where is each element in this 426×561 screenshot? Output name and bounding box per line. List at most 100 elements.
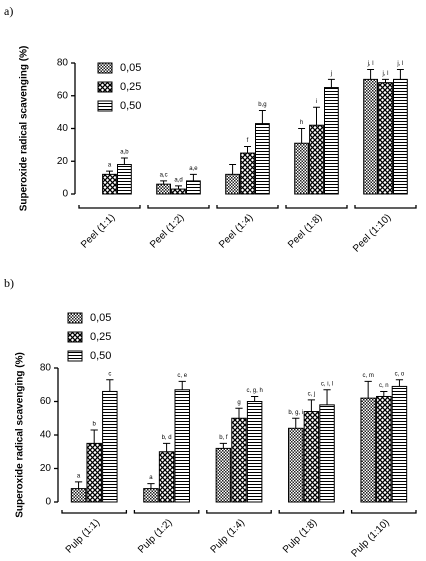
bar	[174, 389, 190, 503]
x-tick-label: Pulp (1:2)	[136, 517, 174, 555]
category-bracket	[216, 205, 279, 209]
bar	[303, 411, 320, 503]
error-bar	[147, 483, 155, 489]
bar	[143, 488, 159, 503]
legend-label: 0,25	[90, 331, 111, 343]
legend-swatch	[97, 62, 113, 74]
significance-letter: j	[330, 71, 332, 77]
error-bar	[298, 128, 306, 144]
significance-letter: h	[300, 120, 303, 126]
y-tick-label: 40	[57, 123, 69, 134]
panel-label: a)	[4, 4, 13, 18]
x-tick-label: Pulp (1:1)	[64, 517, 102, 555]
significance-letter: a,c	[160, 172, 168, 178]
y-tick-label: 60	[40, 396, 52, 407]
legend-label: 0,25	[120, 81, 141, 93]
significance-letter: c, g, h	[246, 388, 262, 394]
legend-swatch	[67, 312, 83, 324]
bar	[376, 395, 392, 503]
bar	[246, 401, 263, 503]
category-bracket	[350, 510, 417, 514]
bar	[231, 417, 247, 503]
error-bar	[367, 69, 375, 80]
bar	[360, 397, 376, 503]
bar	[378, 82, 393, 195]
y-tick-label: 20	[57, 156, 69, 167]
bar	[319, 404, 335, 503]
legend-label: 0,05	[120, 62, 141, 74]
error-bar	[189, 173, 197, 181]
error-bar	[90, 429, 98, 444]
significance-letter: a	[149, 475, 153, 481]
significance-letter: j, l	[382, 71, 389, 77]
category-bracket	[78, 205, 141, 209]
error-bar	[307, 399, 316, 412]
error-bar	[396, 69, 404, 80]
error-bar	[229, 164, 237, 175]
significance-letter: c	[108, 371, 111, 377]
bar	[70, 488, 87, 503]
error-bar	[74, 481, 83, 489]
category-bracket	[133, 510, 200, 514]
error-bar	[106, 170, 113, 175]
legend-label: 0,50	[90, 350, 111, 362]
error-bar	[382, 78, 389, 83]
error-bar	[292, 417, 300, 429]
significance-letter: b, f	[219, 435, 228, 441]
y-axis-title: Superoxide radical scavenging (%)	[15, 352, 26, 518]
significance-letter: f	[247, 138, 249, 144]
significance-letter: g	[237, 400, 240, 406]
y-tick-label: 80	[57, 58, 69, 69]
bar	[225, 173, 240, 195]
significance-letter: c, n	[379, 383, 389, 389]
error-bar	[162, 442, 171, 452]
error-bar	[178, 380, 186, 390]
error-bar	[364, 380, 372, 399]
y-tick-label: 60	[57, 90, 69, 101]
x-tick-label: Pulp (1:10)	[349, 517, 391, 559]
y-tick-label: 80	[40, 363, 52, 374]
significance-letter: c, m	[362, 373, 373, 379]
error-bar	[323, 389, 331, 405]
significance-letter: b	[93, 422, 97, 428]
bar	[215, 447, 232, 503]
bar	[391, 385, 408, 503]
significance-letter: a,b	[120, 150, 129, 156]
error-bar	[313, 106, 320, 126]
category-bracket	[285, 205, 348, 209]
error-bar	[395, 379, 404, 387]
category-bracket	[206, 510, 272, 514]
category-bracket	[278, 510, 345, 514]
bar	[186, 180, 201, 195]
bar	[324, 87, 339, 195]
significance-letter: c, j	[308, 391, 316, 397]
y-axis-title: Superoxide radical scavenging (%)	[19, 46, 30, 212]
error-bar	[235, 407, 243, 419]
bar	[156, 183, 171, 195]
error-bar	[175, 185, 182, 190]
bar	[288, 427, 304, 503]
significance-letter: c, o	[395, 371, 405, 377]
bar	[294, 142, 309, 195]
significance-letter: c, i, l	[321, 381, 333, 387]
x-tick-label: Peel (1:10)	[351, 212, 393, 254]
error-bar	[120, 157, 128, 165]
significance-letter: b,g	[258, 102, 266, 108]
x-tick-label: Peel (1:1)	[79, 212, 117, 250]
x-tick-label: Peel (1:2)	[148, 212, 186, 250]
error-bar	[160, 180, 168, 185]
x-tick-label: Peel (1:8)	[286, 212, 324, 250]
error-bar	[106, 379, 114, 392]
significance-letter: b, d	[162, 435, 172, 441]
bar	[363, 78, 378, 195]
legend-swatch	[67, 350, 83, 362]
error-bar	[219, 442, 227, 449]
significance-letter: j, l	[396, 61, 403, 67]
bar	[102, 173, 117, 195]
bar	[86, 442, 102, 503]
bar	[309, 124, 324, 195]
y-tick-label: 0	[62, 189, 68, 200]
bar	[117, 164, 132, 195]
x-tick-label: Peel (1:4)	[217, 212, 255, 250]
